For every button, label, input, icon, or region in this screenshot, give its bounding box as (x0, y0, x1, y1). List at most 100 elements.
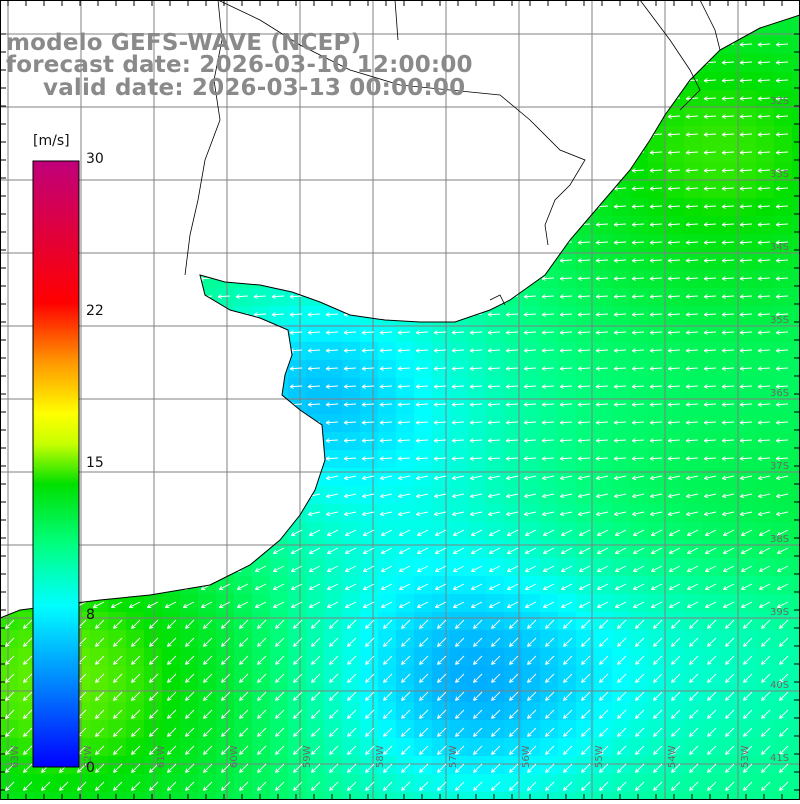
wind-speed-cell (36, 108, 55, 127)
wind-arrow (128, 223, 140, 227)
wind-speed-cell (252, 216, 271, 235)
wind-speed-cell (306, 540, 325, 559)
wind-arrow (164, 133, 176, 137)
wind-speed-cell (288, 0, 307, 19)
wind-speed-cell (612, 144, 631, 163)
wind-speed-cell (630, 54, 649, 73)
wind-speed-cell (738, 594, 757, 613)
wind-arrow (272, 331, 284, 335)
wind-speed-cell (522, 576, 541, 595)
wind-speed-cell (288, 108, 307, 127)
wind-speed-cell (630, 558, 649, 577)
wind-arrow (380, 205, 392, 209)
wind-speed-cell (126, 558, 145, 577)
wind-speed-cell (720, 792, 739, 800)
wind-speed-cell (162, 522, 181, 541)
wind-arrow (20, 223, 32, 227)
wind-speed-cell (180, 468, 199, 487)
wind-arrow (182, 512, 194, 516)
wind-speed-cell (630, 126, 649, 145)
wind-speed-cell (630, 36, 649, 55)
wind-speed-cell (180, 198, 199, 217)
wind-speed-cell (234, 486, 253, 505)
wind-speed-cell (612, 36, 631, 55)
wind-arrow (362, 151, 374, 155)
wind-arrow (362, 295, 374, 299)
wind-speed-cell (126, 306, 145, 325)
wind-speed-cell (216, 594, 235, 613)
wind-arrow (146, 421, 158, 425)
wind-arrow (416, 43, 428, 47)
wind-speed-cell (396, 594, 415, 613)
wind-speed-cell (198, 162, 217, 181)
wind-speed-cell (756, 558, 775, 577)
wind-speed-cell (234, 324, 253, 343)
longitude-label: 56W (521, 745, 532, 768)
wind-speed-cell (234, 162, 253, 181)
wind-arrow (632, 61, 644, 65)
wind-speed-cell (324, 522, 343, 541)
wind-speed-cell (324, 126, 343, 145)
wind-arrow (380, 277, 392, 281)
wind-arrow (470, 277, 482, 281)
wind-speed-cell (792, 792, 800, 800)
border-line (700, 0, 720, 50)
wind-arrow (506, 241, 518, 245)
wind-speed-cell (162, 126, 181, 145)
wind-arrow (344, 133, 356, 137)
wind-speed-cell (414, 792, 433, 800)
wind-arrow (218, 385, 230, 389)
wind-arrow (218, 457, 230, 461)
wind-speed-cell (558, 792, 577, 800)
wind-arrow (542, 169, 554, 173)
wind-speed-cell (198, 0, 217, 19)
wind-speed-cell (162, 360, 181, 379)
wind-speed-cell (738, 540, 757, 559)
wind-speed-cell (558, 180, 577, 199)
wind-arrow (488, 187, 500, 191)
wind-speed-cell (306, 126, 325, 145)
wind-arrow (434, 151, 446, 155)
wind-arrow (380, 295, 392, 299)
latitude-label: 34S (770, 242, 789, 253)
wind-speed-cell (306, 576, 325, 595)
wind-speed-cell (36, 0, 55, 19)
wind-arrow (524, 133, 536, 137)
wind-arrow (272, 385, 284, 389)
wind-speed-cell (504, 0, 523, 19)
wind-arrow (146, 169, 158, 173)
wind-speed-cell (522, 234, 541, 253)
wind-speed-cell (324, 540, 343, 559)
wind-arrow (110, 476, 122, 480)
wind-speed-cell (648, 522, 667, 541)
wind-speed-cell (90, 486, 109, 505)
wind-arrow (92, 367, 104, 371)
wind-speed-cell (126, 252, 145, 271)
wind-speed-cell (450, 576, 469, 595)
wind-speed-cell (684, 792, 703, 800)
wind-speed-cell (504, 180, 523, 199)
wind-speed-cell (126, 504, 145, 523)
wind-speed-cell (90, 378, 109, 397)
wind-speed-cell (216, 468, 235, 487)
wind-arrow (147, 566, 158, 572)
wind-speed-cell (684, 522, 703, 541)
wind-speed-cell (558, 216, 577, 235)
wind-speed-cell (90, 522, 109, 541)
wind-speed-cell (252, 0, 271, 19)
wind-arrow (164, 223, 176, 227)
wind-speed-cell (180, 216, 199, 235)
wind-arrow (254, 151, 266, 155)
wind-speed-cell (288, 234, 307, 253)
wind-speed-cell (198, 360, 217, 379)
wind-arrow (182, 259, 194, 263)
wind-arrow (93, 566, 104, 572)
wind-arrow (218, 421, 230, 425)
wind-arrow (92, 512, 104, 516)
colorbar-gradient (33, 161, 79, 767)
wind-arrow (20, 205, 32, 209)
wind-speed-cell (126, 360, 145, 379)
wind-speed-cell (126, 432, 145, 451)
wind-speed-cell (414, 108, 433, 127)
wind-speed-cell (126, 216, 145, 235)
